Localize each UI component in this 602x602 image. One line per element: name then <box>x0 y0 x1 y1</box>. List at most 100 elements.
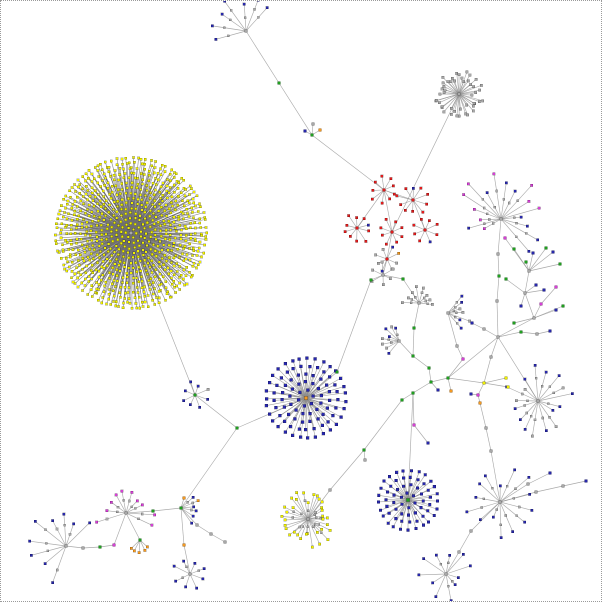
graph-edge <box>82 232 132 291</box>
graph-node <box>355 226 359 230</box>
graph-node <box>94 268 98 272</box>
graph-node <box>306 517 310 521</box>
graph-node <box>284 527 288 530</box>
graph-node <box>64 225 67 229</box>
graph-node <box>168 295 172 299</box>
graph-node <box>75 237 79 241</box>
graph-node <box>170 168 174 172</box>
graph-edge <box>130 232 206 240</box>
graph-node <box>220 12 224 16</box>
graph-node <box>460 301 463 304</box>
graph-node <box>100 238 104 241</box>
graph-node <box>441 75 445 79</box>
graph-edge <box>212 25 247 32</box>
graph-node <box>166 266 170 270</box>
graph-node <box>137 295 141 299</box>
graph-node <box>477 100 481 104</box>
graph-node <box>311 381 315 386</box>
graph-node <box>179 273 183 277</box>
graph-node <box>374 253 378 257</box>
graph-node <box>428 240 432 244</box>
graph-node <box>152 171 156 175</box>
graph-edge <box>524 284 537 294</box>
graph-edge <box>418 302 433 305</box>
graph-node <box>140 198 144 201</box>
graph-node <box>110 184 114 188</box>
graph-node <box>84 179 87 183</box>
graph-edge <box>382 338 400 342</box>
graph-node <box>152 263 155 267</box>
graph-node <box>410 298 414 301</box>
graph-node <box>279 376 284 380</box>
graph-node <box>518 418 522 422</box>
graph-node <box>128 216 132 220</box>
graph-edge <box>405 188 414 201</box>
graph-edge <box>458 93 475 104</box>
graph-node <box>112 208 115 211</box>
graph-node <box>434 553 438 557</box>
graph-node <box>139 188 143 191</box>
graph-node <box>430 302 434 306</box>
graph-node <box>418 239 422 243</box>
graph-edge <box>210 533 226 543</box>
graph-node <box>109 303 113 306</box>
graph-edge <box>266 397 307 400</box>
graph-node <box>172 279 176 283</box>
graph-edge <box>428 367 432 383</box>
graph-edge <box>307 498 320 520</box>
graph-node <box>97 269 101 273</box>
graph-node <box>193 393 197 397</box>
graph-node <box>455 344 459 348</box>
graph-edge <box>528 251 554 272</box>
graph-node <box>457 92 461 96</box>
graph-node <box>267 380 272 385</box>
graph-node <box>82 218 85 221</box>
graph-node <box>114 493 118 497</box>
graph-edge <box>291 498 309 520</box>
graph-node <box>303 129 307 133</box>
graph-node <box>107 297 111 301</box>
graph-edge <box>458 93 474 112</box>
graph-node <box>135 270 139 274</box>
graph-node <box>413 511 417 515</box>
graph-node <box>153 166 157 169</box>
graph-edge <box>56 227 132 234</box>
graph-edge <box>97 165 132 234</box>
graph-edge <box>479 483 501 503</box>
graph-node <box>140 208 144 212</box>
graph-node <box>175 229 178 233</box>
graph-node <box>495 189 498 193</box>
graph-node <box>471 109 475 113</box>
graph-edge <box>378 495 409 501</box>
graph-node <box>283 505 286 509</box>
graph-node <box>140 286 144 289</box>
graph-node <box>149 191 152 195</box>
graph-node <box>145 244 149 247</box>
graph-node <box>364 239 368 243</box>
graph-node <box>115 258 118 261</box>
graph-node <box>96 209 100 213</box>
graph-node <box>84 172 88 176</box>
graph-node <box>465 103 469 107</box>
graph-node <box>280 397 284 402</box>
graph-node <box>547 402 550 405</box>
graph-edge <box>447 81 460 95</box>
graph-node <box>302 491 306 495</box>
graph-node <box>198 202 201 206</box>
graph-edge <box>346 225 358 229</box>
graph-node <box>444 572 448 576</box>
graph-node <box>134 302 138 305</box>
graph-node <box>122 176 126 180</box>
graph-node <box>150 230 154 234</box>
graph-edge <box>383 189 391 200</box>
graph-node <box>59 236 63 240</box>
graph-node <box>84 192 88 196</box>
graph-edge <box>118 232 132 307</box>
graph-node <box>191 495 195 499</box>
graph-node <box>73 209 77 213</box>
graph-node <box>506 385 510 389</box>
graph-node <box>144 232 148 235</box>
graph-node <box>184 239 188 243</box>
graph-edge <box>537 387 564 402</box>
graph-node <box>381 342 384 346</box>
